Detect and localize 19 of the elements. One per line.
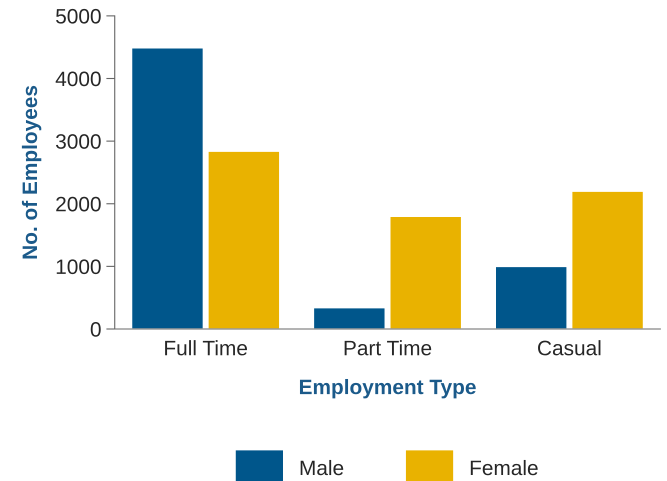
legend-label: Female: [470, 460, 538, 476]
x-axis-title: Employment Type: [300, 378, 476, 398]
bar: [389, 216, 462, 330]
y-axis-title: No. of Employees: [22, 86, 42, 258]
bar: [312, 307, 386, 330]
y-tick-label: 1000: [56, 259, 101, 274]
bar: [494, 266, 568, 330]
x-tick-label: Part Time: [344, 340, 432, 356]
bar: [570, 190, 644, 330]
x-tick-label: Full Time: [165, 340, 247, 356]
bar: [130, 47, 204, 330]
y-tick-label: 2000: [56, 196, 101, 212]
y-tick-label: 3000: [56, 134, 101, 149]
legend-label: Male: [300, 460, 344, 476]
y-tick-label: 0: [90, 322, 101, 337]
bar: [207, 150, 280, 330]
y-tick-label: 5000: [56, 8, 101, 24]
y-tick-label: 4000: [56, 72, 101, 86]
x-tick-label: Casual: [538, 340, 600, 356]
